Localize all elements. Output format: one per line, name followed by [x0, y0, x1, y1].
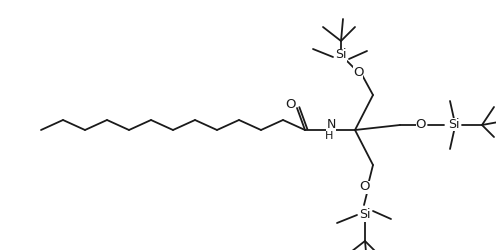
Text: H: H — [325, 131, 333, 141]
Text: Si: Si — [335, 48, 347, 62]
Text: Si: Si — [359, 208, 371, 222]
Text: O: O — [360, 180, 370, 194]
Text: Si: Si — [448, 118, 460, 130]
Text: O: O — [416, 118, 426, 130]
Text: N: N — [326, 118, 336, 132]
Text: O: O — [353, 66, 363, 78]
Text: O: O — [285, 98, 295, 112]
